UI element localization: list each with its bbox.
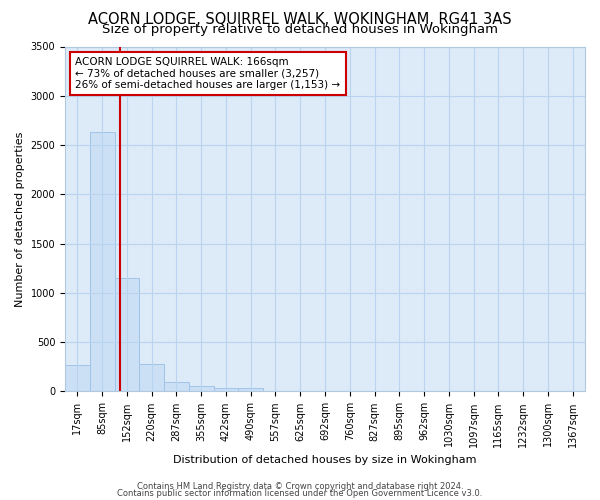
Bar: [115, 278, 139, 392]
Bar: [189, 386, 214, 392]
Bar: [164, 382, 189, 392]
Bar: [90, 132, 115, 392]
Text: Contains HM Land Registry data © Crown copyright and database right 2024.: Contains HM Land Registry data © Crown c…: [137, 482, 463, 491]
Y-axis label: Number of detached properties: Number of detached properties: [15, 132, 25, 306]
Text: ACORN LODGE SQUIRREL WALK: 166sqm
← 73% of detached houses are smaller (3,257)
2: ACORN LODGE SQUIRREL WALK: 166sqm ← 73% …: [76, 57, 341, 90]
Bar: [139, 364, 164, 392]
X-axis label: Distribution of detached houses by size in Wokingham: Distribution of detached houses by size …: [173, 455, 477, 465]
Bar: [65, 365, 90, 392]
Text: ACORN LODGE, SQUIRREL WALK, WOKINGHAM, RG41 3AS: ACORN LODGE, SQUIRREL WALK, WOKINGHAM, R…: [88, 12, 512, 28]
Text: Size of property relative to detached houses in Wokingham: Size of property relative to detached ho…: [102, 22, 498, 36]
Text: Contains public sector information licensed under the Open Government Licence v3: Contains public sector information licen…: [118, 489, 482, 498]
Bar: [214, 388, 238, 392]
Bar: [238, 388, 263, 392]
